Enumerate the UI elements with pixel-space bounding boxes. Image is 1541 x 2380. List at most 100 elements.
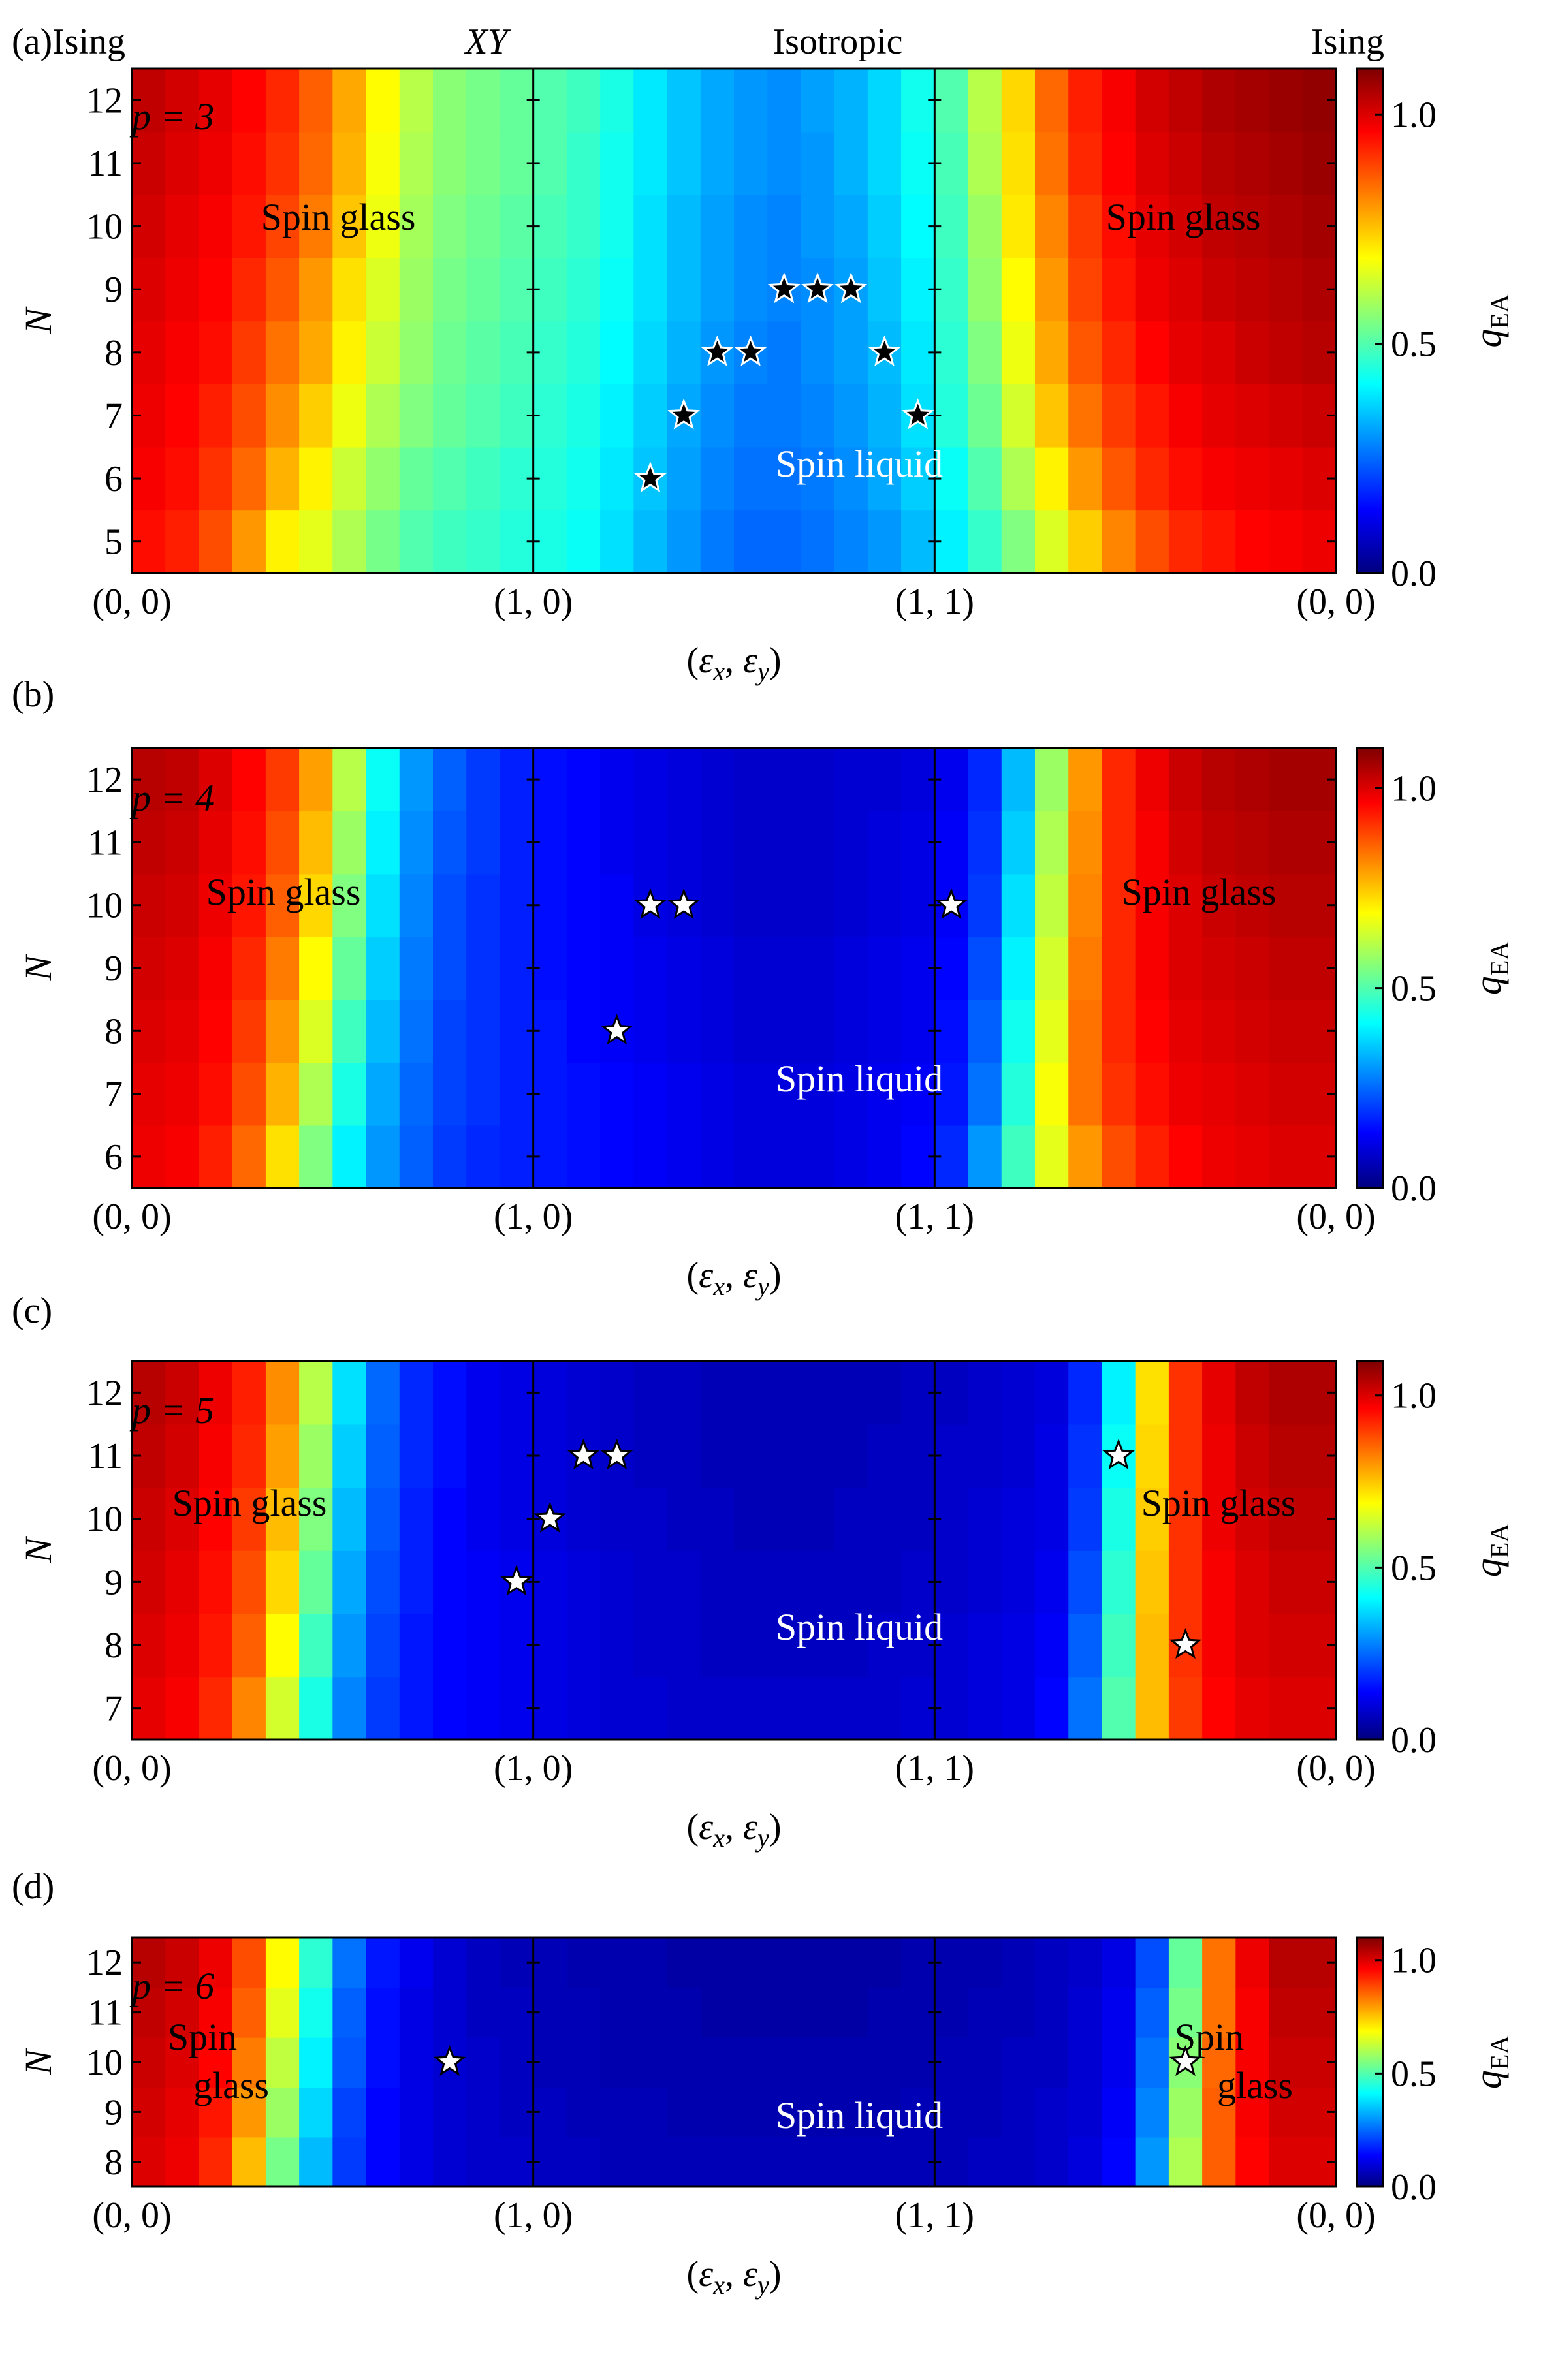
heatmap-cell [232,2087,266,2138]
heatmap-cell [968,2137,1002,2187]
heatmap-cell [1202,131,1237,196]
heatmap-cell [466,2037,501,2088]
heatmap-cell [767,510,802,574]
heatmap-cell [232,1062,266,1126]
y-axis-label: N [17,1535,59,1563]
colorbar-ticks: 0.0 0.5 1.0 [1375,768,1437,1209]
heatmap-cell [968,1424,1002,1488]
heatmap-cell [265,1613,300,1678]
heatmap-cell [332,999,367,1063]
heatmap-cell [332,384,367,448]
heatmap-cell [433,811,468,875]
heatmap-cell [633,384,668,448]
heatmap-cell [867,1937,902,1988]
heatmap-cell [265,1676,300,1740]
heatmap-cell [332,1062,367,1126]
heatmap-cell [466,1487,501,1551]
heatmap-cell [1168,1424,1203,1488]
heatmap-cell [734,1125,769,1189]
plot-frame [131,67,1337,574]
heatmap-cell [667,1487,701,1551]
heatmap-cell [232,2037,266,2088]
star-marker [433,2044,466,2076]
colorbar-tick-label: 0.5 [1391,1548,1437,1588]
colorbar-tick-label: 1.0 [1391,768,1437,809]
heatmap-cell [801,69,835,133]
heatmap-cell [734,1613,769,1678]
heatmap-cell [1168,936,1203,1000]
heatmap-cell [667,257,701,322]
heatmap-cell [700,1613,735,1678]
heatmap-cell [867,811,902,875]
heatmap-cell [633,2037,668,2088]
heatmap-cell [1035,131,1070,196]
heatmap-cell [1135,131,1169,196]
heatmap-cell [867,1550,902,1614]
heatmap-cell [767,1487,802,1551]
heatmap-cell [399,873,434,937]
heatmap-cell [1235,446,1270,511]
heatmap-cell [366,2037,400,2088]
heatmap-cell [1102,257,1136,322]
heatmap-cell [1068,2137,1103,2187]
heatmap-cell [968,446,1002,511]
y-tick-label: 9 [104,2092,123,2133]
heatmap-cell [265,999,300,1063]
heatmap-cell [734,811,769,875]
star-marker [701,335,734,366]
heatmap-cell [566,446,601,511]
heatmap-cell [801,1062,835,1126]
heatmap-cell [801,936,835,1000]
heatmap-cell [968,999,1002,1063]
heatmap-cell [165,1937,200,1988]
heatmap-cell [433,936,468,1000]
heatmap-cell [1135,811,1169,875]
heatmap-cell [1202,1361,1237,1425]
heatmap-cell [566,1550,601,1614]
heatmap-cell [399,1676,434,1740]
heatmap-cell [633,1487,668,1551]
heatmap-cell [466,748,501,812]
heatmap-cell [265,1125,300,1189]
heatmap-cell [332,2087,367,2138]
heatmap-cell [1102,1487,1136,1551]
heatmap-cell [1102,131,1136,196]
heatmap-cell [867,1361,902,1425]
heatmap-cell [366,936,400,1000]
heatmap-cell [265,1062,300,1126]
heatmap-cell [1202,873,1237,937]
top-label-ising-right: Ising [1311,22,1384,62]
heatmap-cell [667,748,701,812]
panel-a: (a) Ising XY Isotropic Ising 5 6 7 8 9 10 11 12… [12,22,1514,686]
y-axis-label: N [17,953,59,981]
heatmap-cell [265,811,300,875]
heatmap-cell [232,811,266,875]
heatmap-cell [968,748,1002,812]
y-tick-label: 7 [104,1689,123,1729]
heatmap-cell [1269,321,1303,384]
heatmap-cell [834,2037,868,2088]
region-label-spin-glass-right-1: Spin [1175,2016,1244,2058]
heatmap-cell [433,1361,468,1425]
heatmap-cell [299,1487,334,1551]
heatmap-cell [1135,2137,1169,2187]
heatmap-cell [199,1361,233,1425]
heatmap-cell [734,510,769,574]
heatmap-cell [700,1361,735,1425]
heatmap-cell [600,446,635,511]
region-label-spin-glass-left: Spin glass [261,196,416,238]
heatmap-cell [1068,1550,1103,1614]
heatmap-cell [332,510,367,574]
heatmap-cell [1001,811,1036,875]
heatmap-cell [265,446,300,511]
heatmap-cell [265,131,300,196]
heatmap-cell [767,384,802,448]
colorbar-tick-label: 1.0 [1391,1376,1437,1417]
heatmap-cell [734,999,769,1063]
heatmap-cell [600,510,635,574]
heatmap-cell [1035,748,1070,812]
heatmap-cell [332,1361,367,1425]
region-label-spin-glass-left-1: Spin [168,2016,237,2058]
heatmap-cell [1269,510,1303,574]
heatmap-cell [232,1125,266,1189]
